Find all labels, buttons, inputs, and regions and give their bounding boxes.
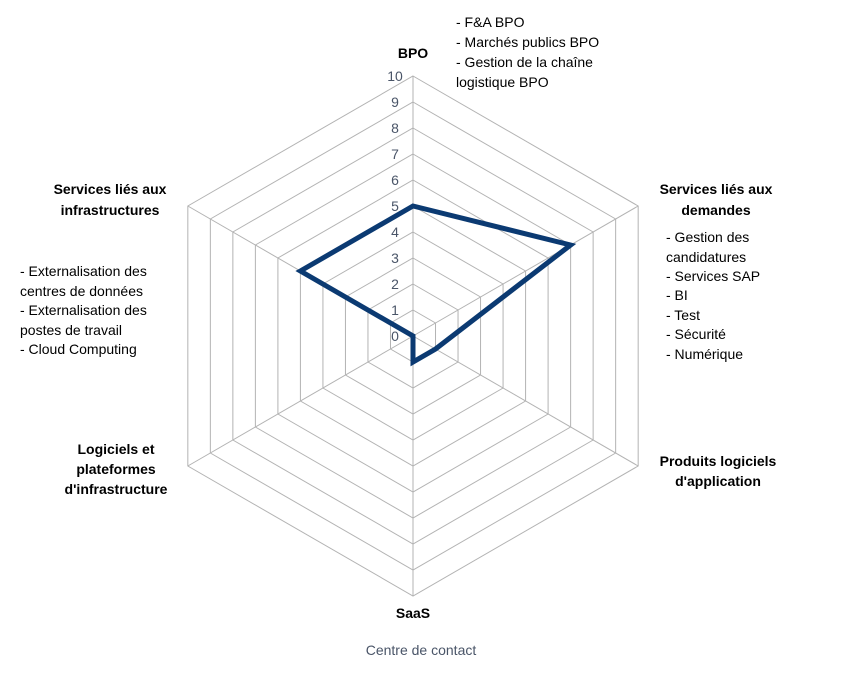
note-infra-services-3: - Externalisation des: [20, 302, 147, 318]
axis-label-infra-services-line2: infrastructures: [61, 202, 160, 218]
axis-label-bpo: BPO: [398, 45, 428, 61]
note-app-services-7: - Numérique: [666, 346, 743, 362]
axis-label-app-services-line1: Services liés aux: [660, 181, 773, 197]
axis-label-saas: SaaS: [396, 605, 430, 621]
axis-label-infra-services-line1: Services liés aux: [54, 181, 167, 197]
note-app-services-2: candidatures: [666, 249, 746, 265]
tick-label-6: 6: [391, 172, 399, 188]
axis-label-infra-software-line1: Logiciels et: [77, 441, 154, 457]
note-app-services-5: - Test: [666, 307, 700, 323]
radar-grid: [187, 75, 639, 597]
radial-tick-labels: 0 1 2 3 4 5 6 7 8 9 10: [387, 68, 403, 344]
axis-label-infra-software-line3: d'infrastructure: [65, 481, 168, 497]
note-app-services-6: - Sécurité: [666, 326, 726, 342]
tick-label-9: 9: [391, 94, 399, 110]
axis-spoke-2: [412, 335, 639, 467]
note-infra-services-2: centres de données: [20, 283, 143, 299]
note-bpo-4: logistique BPO: [456, 74, 549, 90]
note-bpo-3: - Gestion de la chaîne: [456, 54, 593, 70]
note-saas: Centre de contact: [366, 642, 477, 658]
axis-label-app-products-line2: d'application: [675, 473, 761, 489]
radar-series: [295, 203, 577, 367]
note-bpo-1: - F&A BPO: [456, 14, 525, 30]
tick-label-8: 8: [391, 120, 399, 136]
tick-label-7: 7: [391, 146, 399, 162]
tick-label-3: 3: [391, 250, 399, 266]
axis-spoke-1: [412, 205, 639, 337]
note-app-services-3: - Services SAP: [666, 268, 760, 284]
axis-spoke-4: [187, 335, 414, 467]
note-app-services-4: - BI: [666, 287, 688, 303]
note-infra-services-5: - Cloud Computing: [20, 341, 137, 357]
tick-label-10: 10: [387, 68, 403, 84]
tick-label-0: 0: [391, 328, 399, 344]
axis-label-infra-software-line2: plateformes: [76, 461, 156, 477]
axis-label-app-services-line2: demandes: [681, 202, 750, 218]
note-app-services-1: - Gestion des: [666, 229, 749, 245]
axis-label-app-products-line1: Produits logiciels: [660, 453, 777, 469]
note-bpo-2: - Marchés publics BPO: [456, 34, 599, 50]
note-infra-services-4: postes de travail: [20, 322, 122, 338]
tick-label-4: 4: [391, 224, 399, 240]
tick-label-2: 2: [391, 276, 399, 292]
note-infra-services-1: - Externalisation des: [20, 263, 147, 279]
tick-label-1: 1: [391, 302, 399, 318]
tick-label-5: 5: [391, 198, 399, 214]
